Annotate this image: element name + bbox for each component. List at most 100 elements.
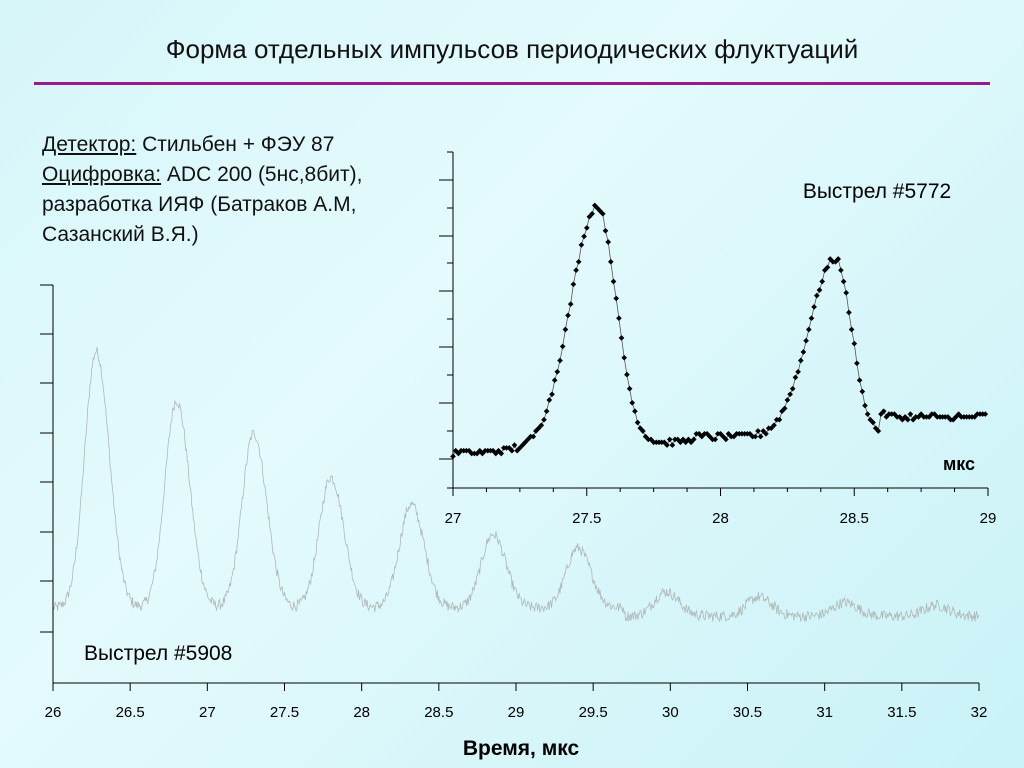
main-x-tick-label: 26 (45, 704, 62, 721)
main-x-tick-label: 27.5 (270, 704, 299, 721)
inset-point (846, 309, 852, 316)
main-x-tick-label: 26.5 (116, 704, 145, 721)
inset-chart: 27 27.5 28 28.5 29 Выстрел #5772 мкс (439, 151, 997, 527)
slide-title: Форма отдельных импульсов периодических … (165, 34, 859, 64)
inset-point (848, 326, 855, 333)
main-x-tick-label: 32 (971, 704, 988, 721)
inset-point (840, 278, 847, 285)
inset-point (819, 278, 826, 285)
inset-point (811, 304, 817, 310)
inset-point (557, 357, 563, 364)
inset-point (864, 411, 871, 417)
inset-point (570, 281, 577, 288)
inset-point (664, 442, 670, 448)
inset-point (583, 225, 590, 231)
inset-point (624, 371, 630, 378)
inset-point (870, 419, 876, 426)
inset-point (904, 416, 911, 423)
detector-label: Детектор: (42, 133, 137, 156)
inset-point (640, 428, 646, 434)
main-x-axis-title: Время, мкс (463, 737, 580, 760)
inset-point (880, 408, 887, 415)
inset-point (621, 354, 628, 361)
inset-point (757, 433, 764, 440)
inset-point (618, 335, 625, 341)
inset-point (763, 430, 769, 437)
inset-point (805, 326, 812, 333)
inset-point (509, 447, 515, 454)
digitizer-value: ADC 200 (5нс,8бит), (161, 163, 363, 186)
inset-point (835, 256, 842, 262)
inset-point (843, 289, 850, 296)
inset-point (854, 360, 860, 367)
inset-point (562, 326, 569, 333)
main-y-ticks (40, 284, 53, 633)
main-x-tick-label: 29.5 (579, 704, 608, 721)
inset-point (669, 442, 676, 448)
inset-point (530, 433, 537, 440)
inset-point (541, 416, 547, 423)
inset-x-ticks: 27 27.5 28 28.5 29 (445, 488, 997, 527)
inset-point (589, 210, 595, 217)
inset-point (605, 239, 612, 245)
inset-point (816, 287, 823, 293)
inset-x-tick-label: 27 (445, 510, 462, 527)
inset-point (450, 453, 456, 460)
inset-point (851, 340, 858, 347)
inset-point (666, 436, 673, 443)
inset-point (559, 343, 566, 350)
inset-point (813, 292, 820, 299)
inset-point (755, 428, 761, 434)
main-x-tick-label: 27 (199, 704, 216, 721)
main-trace (52, 346, 980, 623)
inset-y-ticks (439, 151, 453, 489)
main-trace-layer (52, 346, 980, 623)
main-x-tick-label: 29 (508, 704, 525, 721)
inset-series-label: Выстрел #5772 (803, 180, 951, 203)
inset-point (626, 385, 633, 392)
inset-point (575, 258, 582, 265)
inset-point (982, 411, 989, 417)
inset-point (599, 210, 606, 217)
developer-line: разработка ИЯФ (Батраков А.М, (42, 193, 357, 216)
inset-points (450, 202, 989, 460)
main-x-ticks: 26 26.5 27 27.5 28 28.5 29 29.5 30 30.5 31 31.5 32 (45, 683, 988, 721)
inset-point (549, 391, 555, 398)
inset-point (907, 411, 914, 417)
main-x-tick-label: 28.5 (424, 704, 453, 721)
inset-point (565, 312, 571, 319)
inset-point (723, 436, 729, 443)
inset-point (634, 419, 641, 426)
inset-point (824, 264, 831, 271)
inset-point (789, 385, 796, 392)
inset-point (551, 377, 558, 384)
main-chart: 26 26.5 27 27.5 28 28.5 29 29.5 30 30.5 31 31.5 32 В… (40, 284, 988, 760)
inset-point (602, 227, 609, 234)
inset-point (797, 357, 804, 364)
inset-point (856, 377, 863, 384)
digitizer-line: Оцифровка: ADC 200 (5нс,8бит), (42, 160, 362, 190)
inset-x-tick-label: 28.5 (840, 510, 869, 527)
main-series-label: Выстрел #5908 (84, 642, 232, 665)
inset-point (859, 388, 866, 395)
inset-point (578, 242, 585, 248)
inset-x-tick-label: 27.5 (572, 510, 601, 527)
inset-x-tick-label: 29 (980, 510, 997, 527)
inset-point (690, 436, 697, 443)
inset-point (610, 278, 617, 285)
inset-point (511, 442, 518, 448)
inset-point (538, 422, 545, 429)
main-x-tick-label: 30 (662, 704, 679, 721)
inset-point (862, 402, 868, 409)
inset-point (573, 267, 579, 274)
inset-point (554, 368, 561, 375)
title-rule (34, 82, 990, 85)
inset-point (792, 374, 799, 381)
inset-x-tick-label: 28 (712, 510, 729, 527)
inset-point (771, 422, 777, 429)
inset-point (567, 301, 574, 307)
inset-point (629, 399, 636, 406)
inset-point (543, 408, 550, 415)
inset-point (875, 428, 882, 434)
main-x-tick-label: 28 (353, 704, 370, 721)
